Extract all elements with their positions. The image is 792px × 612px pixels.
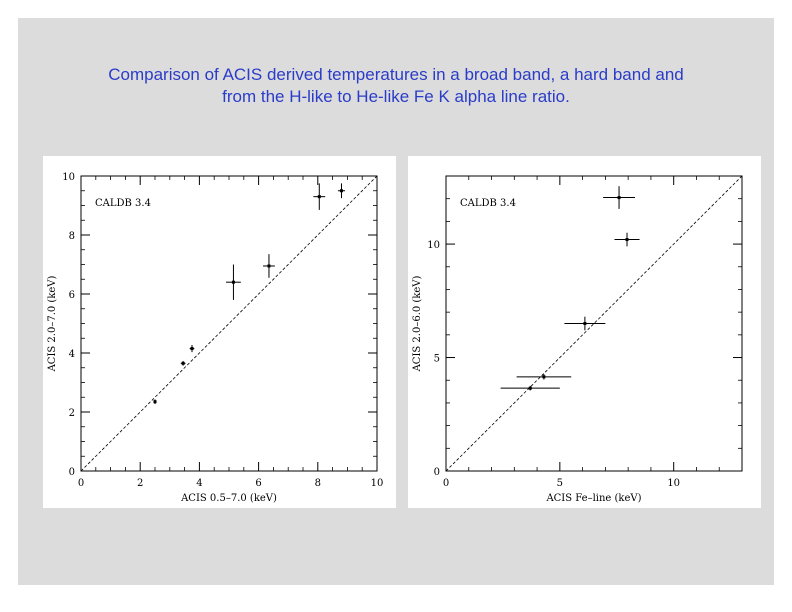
data-point bbox=[516, 374, 572, 380]
y-tick-label: 10 bbox=[427, 240, 440, 251]
x-axis-label: ACIS 0.5–7.0 (keV) bbox=[180, 493, 277, 504]
data-point bbox=[189, 345, 195, 353]
data-point-marker bbox=[181, 361, 185, 365]
y-tick-label: 2 bbox=[69, 408, 75, 419]
x-tick-label: 5 bbox=[557, 478, 563, 489]
chart-panel-fe-line: 0 5 10 0 5 10 ACIS Fe–line (keV) ACIS 2.0–6.0 (… bbox=[408, 156, 761, 508]
x-tick-label: 0 bbox=[78, 478, 84, 489]
data-point bbox=[263, 254, 275, 278]
data-point-marker bbox=[190, 347, 194, 351]
data-point-marker bbox=[617, 196, 621, 200]
data-point-marker bbox=[153, 400, 157, 404]
x-tick-label: 4 bbox=[196, 478, 202, 489]
chart-broad-vs-hard: 0 2 4 6 8 10 0 2 4 6 8 10 ACIS 0.5–7.0 (keV) ACIS 2.0… bbox=[47, 172, 384, 504]
data-point-marker bbox=[267, 264, 271, 268]
y-tick-label: 6 bbox=[69, 290, 75, 301]
x-tick-label: 0 bbox=[443, 478, 449, 489]
data-point-marker bbox=[231, 280, 235, 284]
y-tick-label: 4 bbox=[69, 349, 75, 360]
x-axis-label: ACIS Fe–line (keV) bbox=[545, 493, 641, 504]
slide-title: Comparison of ACIS derived temperatures … bbox=[0, 64, 792, 108]
chart-panel-broad-band: 0 2 4 6 8 10 0 2 4 6 8 10 ACIS 0.5–7.0 (keV) ACIS 2.0… bbox=[43, 156, 396, 508]
x-tick-label: 6 bbox=[255, 478, 261, 489]
data-point bbox=[603, 186, 635, 209]
data-point bbox=[313, 183, 326, 210]
y-tick-label: 0 bbox=[69, 467, 75, 478]
data-point bbox=[500, 385, 560, 391]
x-tick-label: 10 bbox=[667, 478, 680, 489]
data-point-marker bbox=[339, 189, 343, 193]
data-point-marker bbox=[625, 238, 629, 242]
data-point bbox=[180, 360, 186, 366]
slide-title-line-1: Comparison of ACIS derived temperatures … bbox=[108, 65, 684, 84]
caldb-annotation: CALDB 3.4 bbox=[460, 198, 516, 209]
y-axis-label: ACIS 2.0–7.0 (keV) bbox=[47, 275, 58, 372]
data-point bbox=[153, 399, 157, 405]
data-point bbox=[564, 316, 606, 331]
data-point-marker bbox=[542, 375, 546, 379]
data-point-marker bbox=[583, 322, 587, 325]
data-point-marker bbox=[317, 195, 321, 199]
data-point-marker bbox=[528, 386, 532, 390]
y-axis-label: ACIS 2.0–6.0 (keV) bbox=[412, 275, 423, 372]
plot-frame bbox=[445, 175, 743, 472]
data-point bbox=[614, 232, 640, 247]
chart-feline-vs-hard: 0 5 10 0 5 10 ACIS Fe–line (keV) ACIS 2.0–6.0 (… bbox=[412, 175, 743, 504]
x-tick-label: 10 bbox=[371, 478, 384, 489]
y-tick-label: 8 bbox=[69, 231, 75, 242]
slide-title-line-2: from the H-like to He-like Fe K alpha li… bbox=[222, 87, 570, 106]
y-tick-label: 5 bbox=[434, 354, 440, 365]
reference-line-y-equals-x bbox=[80, 175, 378, 472]
data-point bbox=[337, 183, 346, 199]
caldb-annotation: CALDB 3.4 bbox=[95, 198, 151, 209]
y-tick-label: 10 bbox=[62, 172, 75, 183]
x-tick-label: 8 bbox=[315, 478, 321, 489]
y-tick-label: 0 bbox=[434, 467, 440, 478]
data-point bbox=[226, 264, 241, 300]
x-tick-label: 2 bbox=[137, 478, 143, 489]
